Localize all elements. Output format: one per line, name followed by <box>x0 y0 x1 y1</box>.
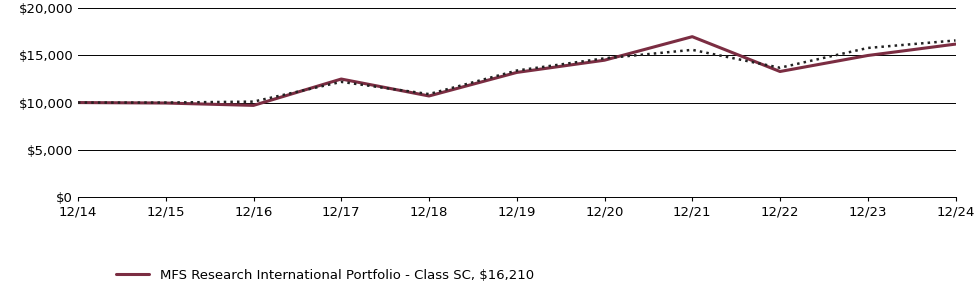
MSCI EAFE (Europe, Australasia, Far East) Index (net div), $16,598 <box>599 57 610 60</box>
Line: MFS Research International Portfolio - Class SC, $16,210: MFS Research International Portfolio - C… <box>78 37 956 105</box>
MFS Research International Portfolio - Class SC, $16,210 <box>774 70 786 73</box>
MSCI EAFE (Europe, Australasia, Far East) Index (net div), $16,598 <box>950 39 961 42</box>
MFS Research International Portfolio - Class SC, $16,210 <box>72 101 84 104</box>
MSCI EAFE (Europe, Australasia, Far East) Index (net div), $16,598 <box>160 101 172 104</box>
MFS Research International Portfolio - Class SC, $16,210 <box>335 77 347 81</box>
MSCI EAFE (Europe, Australasia, Far East) Index (net div), $16,598 <box>72 101 84 104</box>
MFS Research International Portfolio - Class SC, $16,210 <box>160 101 172 105</box>
MFS Research International Portfolio - Class SC, $16,210 <box>599 58 610 62</box>
MSCI EAFE (Europe, Australasia, Far East) Index (net div), $16,598 <box>774 66 786 69</box>
MFS Research International Portfolio - Class SC, $16,210 <box>950 42 961 46</box>
MSCI EAFE (Europe, Australasia, Far East) Index (net div), $16,598 <box>248 100 259 103</box>
MFS Research International Portfolio - Class SC, $16,210 <box>686 35 698 38</box>
MSCI EAFE (Europe, Australasia, Far East) Index (net div), $16,598 <box>686 48 698 51</box>
Line: MSCI EAFE (Europe, Australasia, Far East) Index (net div), $16,598: MSCI EAFE (Europe, Australasia, Far East… <box>78 40 956 103</box>
MFS Research International Portfolio - Class SC, $16,210 <box>248 104 259 107</box>
MFS Research International Portfolio - Class SC, $16,210 <box>862 54 874 57</box>
MFS Research International Portfolio - Class SC, $16,210 <box>423 94 435 98</box>
MSCI EAFE (Europe, Australasia, Far East) Index (net div), $16,598 <box>862 46 874 50</box>
MFS Research International Portfolio - Class SC, $16,210 <box>511 71 523 74</box>
MSCI EAFE (Europe, Australasia, Far East) Index (net div), $16,598 <box>511 69 523 72</box>
MSCI EAFE (Europe, Australasia, Far East) Index (net div), $16,598 <box>423 92 435 96</box>
Legend: MFS Research International Portfolio - Class SC, $16,210, MSCI EAFE (Europe, Aus: MFS Research International Portfolio - C… <box>111 264 604 281</box>
MSCI EAFE (Europe, Australasia, Far East) Index (net div), $16,598 <box>335 80 347 83</box>
